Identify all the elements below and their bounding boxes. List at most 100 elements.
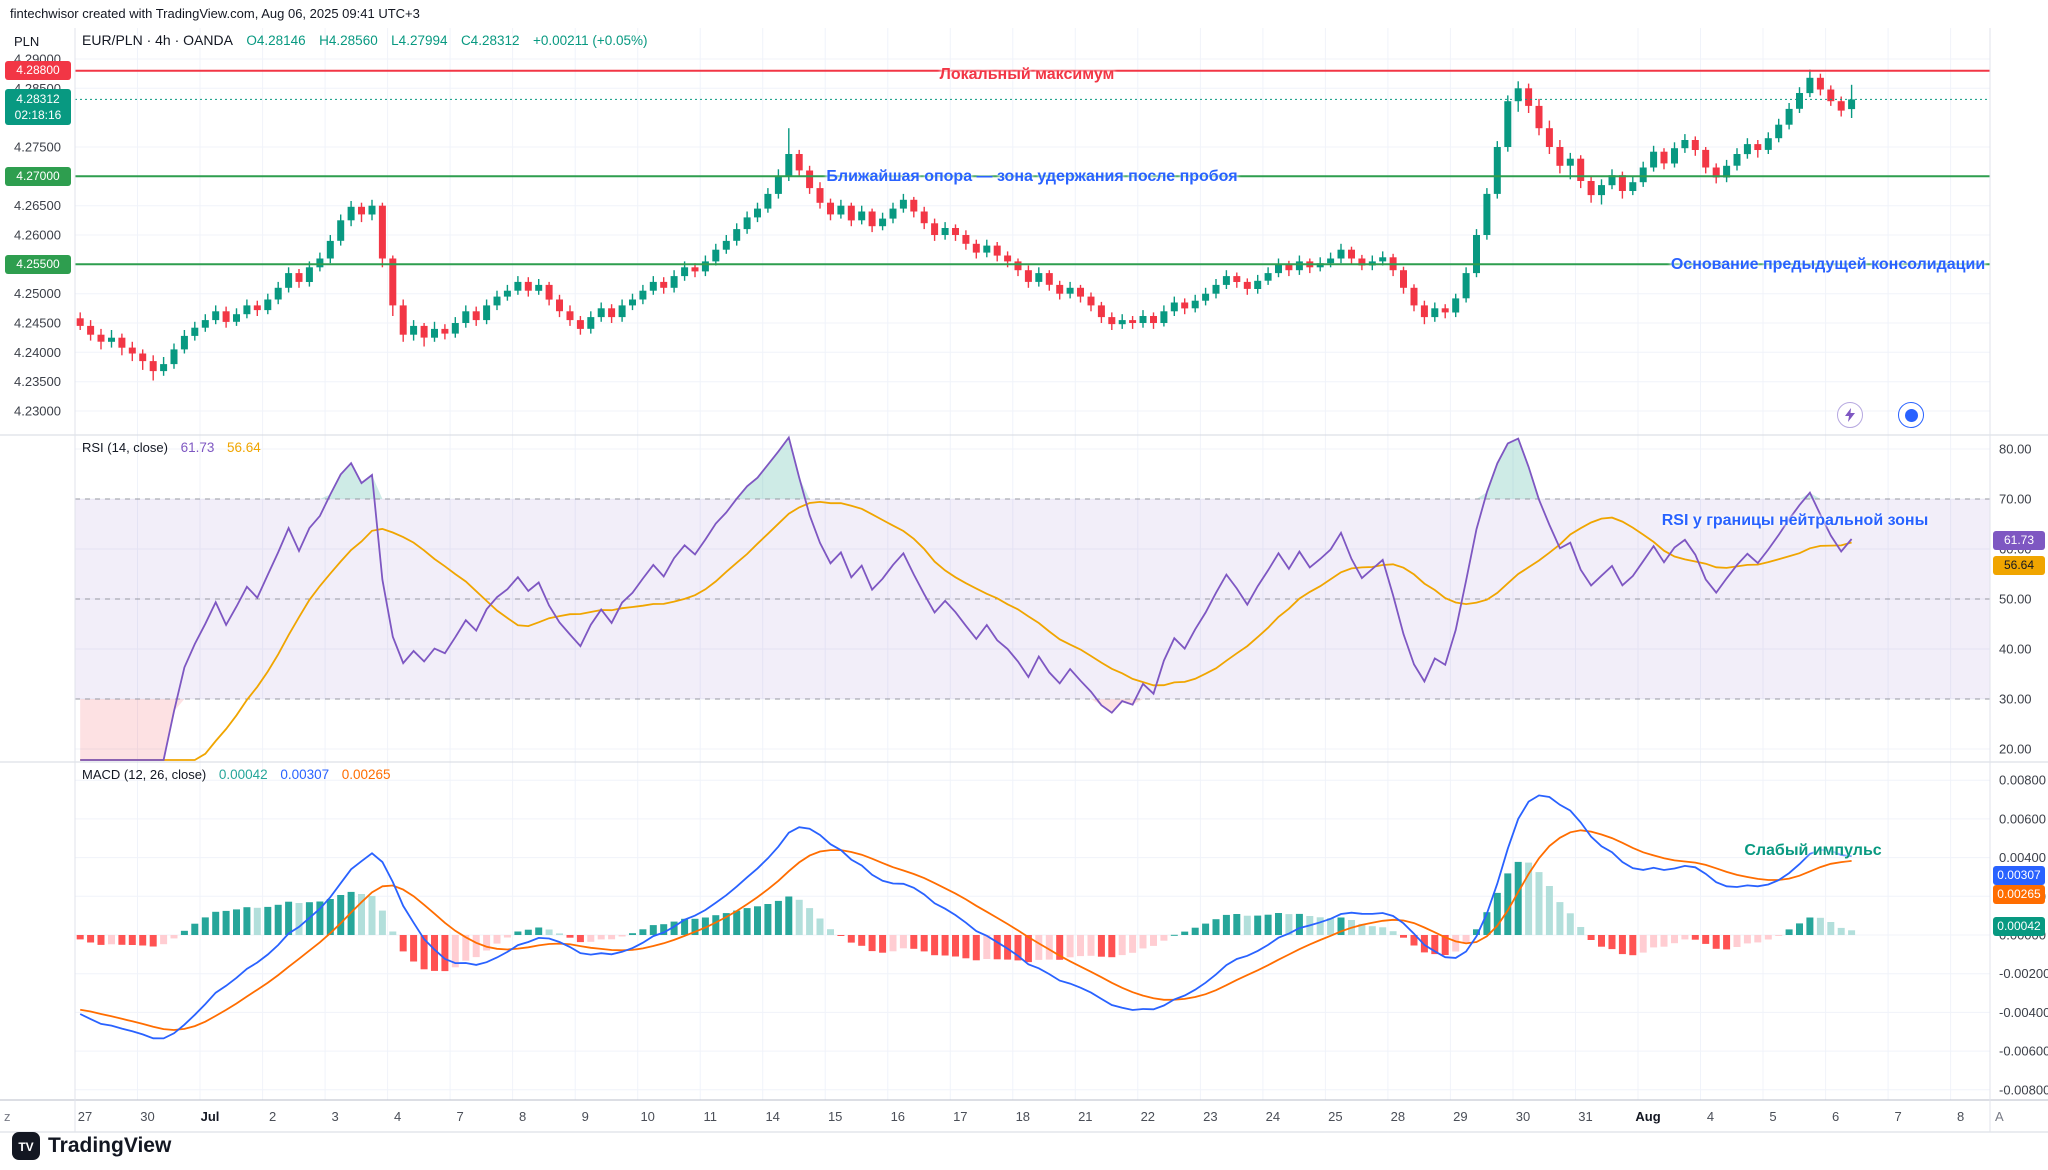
bar-countdown: 02:18:16 xyxy=(14,108,62,122)
level-badge-support-2: 4.25500 xyxy=(5,255,71,274)
svg-text:4.26000: 4.26000 xyxy=(14,228,61,243)
svg-text:0.00800: 0.00800 xyxy=(1999,773,2046,788)
svg-text:-0.00400: -0.00400 xyxy=(1999,1005,2048,1020)
tradingview-wordmark: TradingView xyxy=(48,1134,172,1157)
svg-text:20.00: 20.00 xyxy=(1999,742,2032,757)
svg-text:4.23000: 4.23000 xyxy=(14,404,61,419)
tradingview-logo[interactable]: TV TradingView xyxy=(12,1132,171,1160)
svg-text:15: 15 xyxy=(828,1109,842,1124)
svg-text:6: 6 xyxy=(1832,1109,1839,1124)
svg-text:2: 2 xyxy=(269,1109,276,1124)
svg-text:4: 4 xyxy=(1707,1109,1714,1124)
annotation-support-hold: Ближайшая опора — зона удержания после п… xyxy=(826,168,1238,185)
macd-hist-value: 0.00042 xyxy=(218,767,268,782)
annotation-base-consolidation: Основание предыдущей консолидации xyxy=(1670,256,1986,273)
svg-text:30.00: 30.00 xyxy=(1999,692,2032,707)
svg-text:31: 31 xyxy=(1578,1109,1592,1124)
macd-signal-badge: 0.00265 xyxy=(1993,885,2045,904)
time-axis[interactable] xyxy=(0,1100,2048,1132)
svg-text:4.24000: 4.24000 xyxy=(14,345,61,360)
svg-text:50.00: 50.00 xyxy=(1999,592,2032,607)
svg-text:9: 9 xyxy=(582,1109,589,1124)
macd-signal-line xyxy=(80,829,1852,1031)
svg-text:TV: TV xyxy=(18,1140,33,1154)
rsi-ma-badge: 56.64 xyxy=(1993,556,2045,575)
currency-label[interactable]: PLN xyxy=(14,34,40,49)
last-price-value: 4.28312 xyxy=(16,92,60,106)
svg-text:29: 29 xyxy=(1453,1109,1467,1124)
svg-text:4.24500: 4.24500 xyxy=(14,316,61,331)
macd-badge: 0.00307 xyxy=(1993,866,2045,885)
macd-title[interactable]: MACD (12, 26, close) xyxy=(82,767,207,782)
annotation-weak-momentum: Слабый импульс xyxy=(1744,842,1882,859)
level-badge-resistance: 4.28800 xyxy=(5,61,71,80)
svg-text:24: 24 xyxy=(1266,1109,1280,1124)
rsi-line xyxy=(80,435,1853,761)
rsi-title[interactable]: RSI (14, close) xyxy=(82,440,168,455)
svg-text:8: 8 xyxy=(1957,1109,1964,1124)
svg-text:-0.00800: -0.00800 xyxy=(1999,1082,2048,1097)
svg-text:28: 28 xyxy=(1391,1109,1405,1124)
last-price-badge: 4.28312 02:18:16 xyxy=(5,89,71,125)
price-axis[interactable] xyxy=(0,28,75,1100)
attribution-text: fintechwisor created with TradingView.co… xyxy=(10,6,420,21)
macd-value: 0.00307 xyxy=(280,767,330,782)
svg-text:18: 18 xyxy=(1016,1109,1030,1124)
svg-text:22: 22 xyxy=(1141,1109,1155,1124)
price-change: +0.00211 (+0.05%) xyxy=(532,33,648,48)
svg-text:27: 27 xyxy=(78,1109,92,1124)
macd-legend: MACD (12, 26, close) 0.00042 0.00307 0.0… xyxy=(82,767,391,782)
svg-text:70.00: 70.00 xyxy=(1999,492,2032,507)
svg-text:Aug: Aug xyxy=(1635,1109,1660,1124)
annotation-rsi-neutral: RSI у границы нейтральной зоны xyxy=(1661,512,1929,529)
svg-text:14: 14 xyxy=(765,1109,779,1124)
macd-hist-badge: 0.00042 xyxy=(1993,917,2045,936)
instant-order-button[interactable] xyxy=(1837,402,1863,428)
svg-text:4: 4 xyxy=(394,1109,401,1124)
svg-text:10: 10 xyxy=(640,1109,654,1124)
svg-text:0.00400: 0.00400 xyxy=(1999,850,2046,865)
svg-text:25: 25 xyxy=(1328,1109,1342,1124)
lightning-icon xyxy=(1845,408,1855,422)
svg-text:40.00: 40.00 xyxy=(1999,642,2032,657)
svg-text:4.25000: 4.25000 xyxy=(14,286,61,301)
svg-text:-0.00200: -0.00200 xyxy=(1999,966,2048,981)
svg-text:7: 7 xyxy=(1894,1109,1901,1124)
rsi-badge: 61.73 xyxy=(1993,531,2045,550)
rsi-ma-value: 56.64 xyxy=(227,440,261,455)
svg-text:Jul: Jul xyxy=(201,1109,220,1124)
svg-text:7: 7 xyxy=(456,1109,463,1124)
svg-text:21: 21 xyxy=(1078,1109,1092,1124)
rsi-value: 61.73 xyxy=(180,440,215,455)
svg-text:11: 11 xyxy=(703,1109,717,1124)
svg-text:8: 8 xyxy=(519,1109,526,1124)
svg-text:3: 3 xyxy=(331,1109,338,1124)
target-dot-icon xyxy=(1904,408,1918,422)
svg-text:4.23500: 4.23500 xyxy=(14,374,61,389)
rsi-ma-line xyxy=(80,500,1852,761)
tradingview-mark-icon: TV xyxy=(12,1132,40,1160)
svg-text:30: 30 xyxy=(1516,1109,1530,1124)
level-badge-support-1: 4.27000 xyxy=(5,167,71,186)
svg-text:23: 23 xyxy=(1203,1109,1217,1124)
svg-text:5: 5 xyxy=(1769,1109,1776,1124)
svg-text:4.27500: 4.27500 xyxy=(14,140,61,155)
ohlc-high: H4.28560 xyxy=(319,33,378,48)
macd-line xyxy=(79,794,1852,1040)
svg-text:4.26500: 4.26500 xyxy=(14,198,61,213)
rsi-legend: RSI (14, close) 61.73 56.64 xyxy=(82,440,261,455)
svg-text:A: A xyxy=(1995,1109,2004,1124)
svg-text:80.00: 80.00 xyxy=(1999,442,2032,457)
macd-signal-value: 0.00265 xyxy=(341,767,391,782)
ohlc-close: C4.28312 xyxy=(460,33,520,48)
main-legend: EUR/PLN · 4h · OANDA O4.28146 H4.28560 L… xyxy=(82,32,648,50)
svg-text:z: z xyxy=(4,1109,11,1124)
annotation-local-max: Локальный максимум xyxy=(939,66,1115,83)
svg-text:17: 17 xyxy=(953,1109,967,1124)
symbol-title[interactable]: EUR/PLN · 4h · OANDA xyxy=(82,32,233,48)
svg-text:-0.00600: -0.00600 xyxy=(1999,1044,2048,1059)
svg-text:0.00600: 0.00600 xyxy=(1999,811,2046,826)
svg-text:16: 16 xyxy=(891,1109,905,1124)
trade-target-button[interactable] xyxy=(1898,402,1924,428)
